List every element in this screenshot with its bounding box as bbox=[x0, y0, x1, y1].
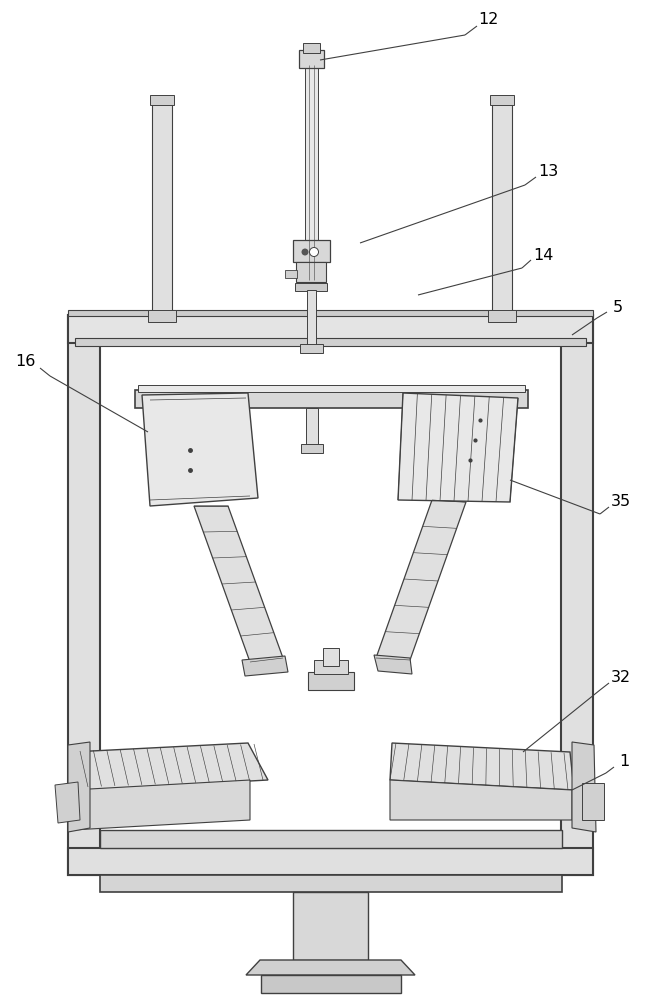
Bar bbox=[293, 892, 368, 960]
Bar bbox=[303, 43, 320, 53]
Polygon shape bbox=[72, 780, 250, 830]
Polygon shape bbox=[582, 783, 604, 820]
Text: 5: 5 bbox=[613, 300, 623, 316]
Circle shape bbox=[309, 247, 319, 256]
Text: 14: 14 bbox=[533, 247, 553, 262]
Bar bbox=[296, 262, 326, 282]
Bar bbox=[307, 290, 316, 348]
Bar bbox=[488, 310, 516, 322]
Bar bbox=[68, 315, 100, 875]
Bar bbox=[301, 444, 323, 453]
Text: 1: 1 bbox=[619, 754, 629, 770]
Bar bbox=[299, 50, 324, 68]
Polygon shape bbox=[55, 782, 80, 823]
Bar bbox=[492, 100, 512, 315]
Bar bbox=[308, 672, 354, 690]
Polygon shape bbox=[246, 960, 415, 975]
Bar bbox=[561, 315, 593, 875]
Bar bbox=[135, 390, 528, 408]
Bar bbox=[148, 310, 176, 322]
Polygon shape bbox=[142, 393, 258, 506]
Bar bbox=[100, 875, 562, 892]
Polygon shape bbox=[242, 656, 288, 676]
Bar bbox=[68, 315, 593, 343]
Polygon shape bbox=[398, 393, 518, 502]
Text: 13: 13 bbox=[538, 164, 558, 180]
Bar bbox=[306, 408, 318, 446]
Polygon shape bbox=[390, 780, 572, 820]
Text: 16: 16 bbox=[15, 355, 35, 369]
Text: 12: 12 bbox=[478, 12, 498, 27]
Text: 35: 35 bbox=[611, 494, 631, 510]
Polygon shape bbox=[374, 655, 412, 674]
Bar bbox=[152, 100, 172, 315]
Bar bbox=[150, 95, 174, 105]
Text: 32: 32 bbox=[611, 670, 631, 686]
Bar bbox=[314, 660, 348, 674]
Bar bbox=[68, 848, 593, 875]
Circle shape bbox=[301, 248, 309, 255]
Bar bbox=[323, 648, 339, 666]
Bar bbox=[293, 240, 330, 262]
Polygon shape bbox=[72, 743, 268, 790]
Polygon shape bbox=[194, 506, 283, 662]
Bar bbox=[138, 385, 525, 392]
Bar bbox=[305, 65, 318, 280]
Bar bbox=[295, 283, 327, 291]
Polygon shape bbox=[376, 500, 466, 660]
Bar bbox=[261, 975, 401, 993]
Bar bbox=[300, 344, 323, 353]
Bar bbox=[285, 270, 297, 278]
Bar bbox=[490, 95, 514, 105]
Polygon shape bbox=[390, 743, 574, 790]
Bar bbox=[100, 830, 562, 848]
Bar bbox=[75, 338, 586, 346]
Polygon shape bbox=[572, 742, 596, 832]
Bar bbox=[68, 310, 593, 316]
Polygon shape bbox=[68, 742, 90, 832]
